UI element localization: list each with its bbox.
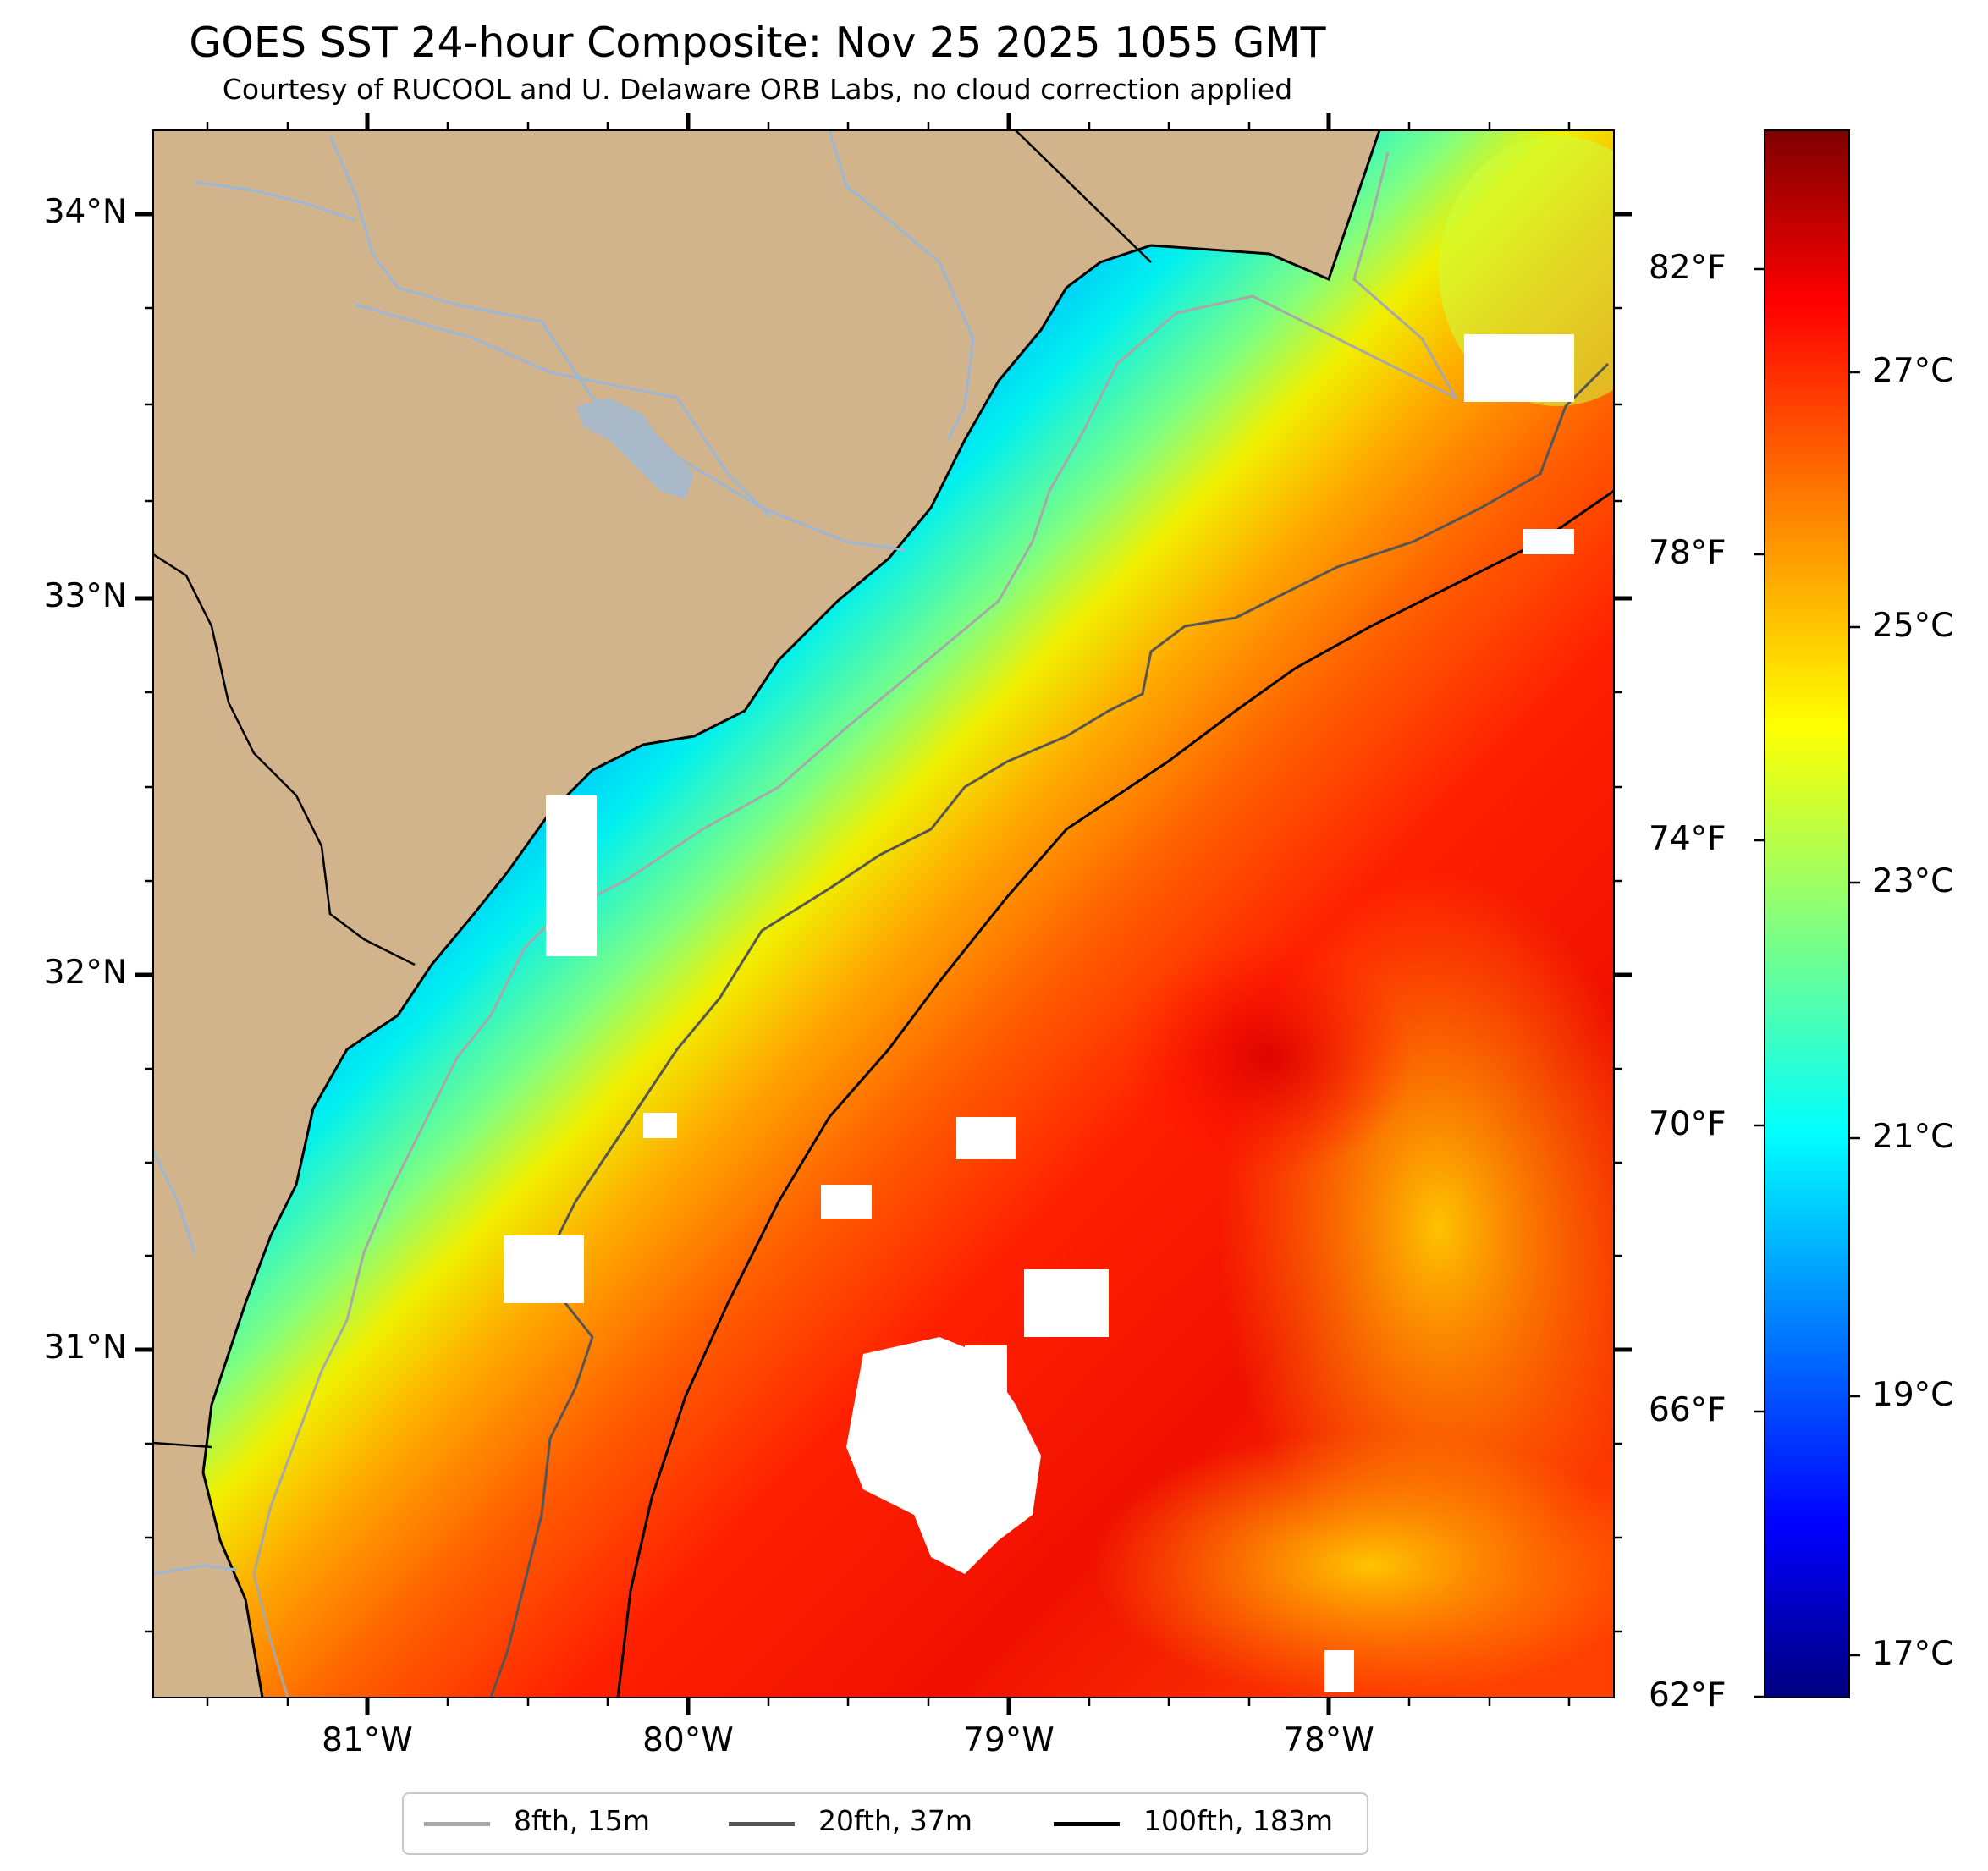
map-area bbox=[153, 130, 1614, 1698]
chart-subtitle: Courtesy of RUCOOL and U. Delaware ORB L… bbox=[222, 73, 1293, 106]
lon-label: 79°W bbox=[963, 1721, 1055, 1759]
isobath-8fth bbox=[252, 151, 1459, 1698]
rivers bbox=[153, 130, 975, 1576]
lake bbox=[575, 398, 694, 499]
legend-swatch bbox=[424, 1822, 490, 1826]
land-mass bbox=[153, 130, 1379, 1698]
lat-label: 34°N bbox=[43, 193, 127, 231]
colorbar-ticks-c bbox=[1849, 371, 1860, 1657]
coastline bbox=[201, 130, 1381, 1698]
colorbar-f-label: 74°F bbox=[1649, 820, 1726, 858]
legend-label: 8fth, 15m bbox=[514, 1804, 651, 1837]
colorbar-c-label: 27°C bbox=[1872, 352, 1954, 390]
lon-label: 80°W bbox=[642, 1721, 734, 1759]
legend-label: 100fth, 183m bbox=[1143, 1804, 1333, 1837]
colorbar-c-label: 19°C bbox=[1872, 1376, 1954, 1414]
legend-swatch bbox=[1054, 1822, 1120, 1826]
legend-swatch bbox=[729, 1822, 795, 1826]
colorbar-c-label: 23°C bbox=[1872, 862, 1954, 900]
cloud-mask bbox=[504, 334, 1574, 1692]
lon-label: 78°W bbox=[1283, 1721, 1374, 1759]
lat-label: 33°N bbox=[43, 577, 127, 615]
legend: 8fth, 15m 20fth, 37m 100fth, 183m bbox=[402, 1792, 1368, 1855]
colorbar-c-label: 25°C bbox=[1872, 607, 1954, 645]
warm-yellow-region-south bbox=[1092, 1430, 1614, 1698]
colorbar-f-label: 66°F bbox=[1649, 1391, 1726, 1429]
state-border-south bbox=[153, 1441, 212, 1449]
colorbar-f-label: 82°F bbox=[1649, 249, 1726, 287]
legend-label: 20fth, 37m bbox=[818, 1804, 972, 1837]
colorbar-c-label: 21°C bbox=[1872, 1118, 1954, 1156]
map-frame bbox=[152, 129, 1615, 1698]
lon-label: 81°W bbox=[322, 1721, 413, 1759]
lon-ticks bbox=[365, 113, 1331, 1715]
colorbar bbox=[1764, 129, 1850, 1698]
minor-ticks bbox=[145, 122, 1622, 1706]
colorbar-f-label: 70°F bbox=[1649, 1105, 1726, 1143]
lat-label: 32°N bbox=[43, 954, 127, 992]
isobath-100fth bbox=[616, 489, 1614, 1698]
colorbar-f-label: 78°F bbox=[1649, 534, 1726, 572]
hot-core bbox=[1126, 939, 1413, 1176]
colorbar-f-label: 62°F bbox=[1649, 1676, 1726, 1714]
colorbar-c-label: 17°C bbox=[1872, 1635, 1954, 1673]
lat-ticks bbox=[135, 212, 1632, 1352]
lat-label: 31°N bbox=[43, 1329, 127, 1367]
chart-title: GOES SST 24-hour Composite: Nov 25 2025 … bbox=[189, 19, 1326, 67]
state-border bbox=[153, 130, 1152, 966]
colorbar-ticks-f bbox=[1754, 267, 1765, 1698]
isobath-20fth bbox=[489, 362, 1610, 1698]
